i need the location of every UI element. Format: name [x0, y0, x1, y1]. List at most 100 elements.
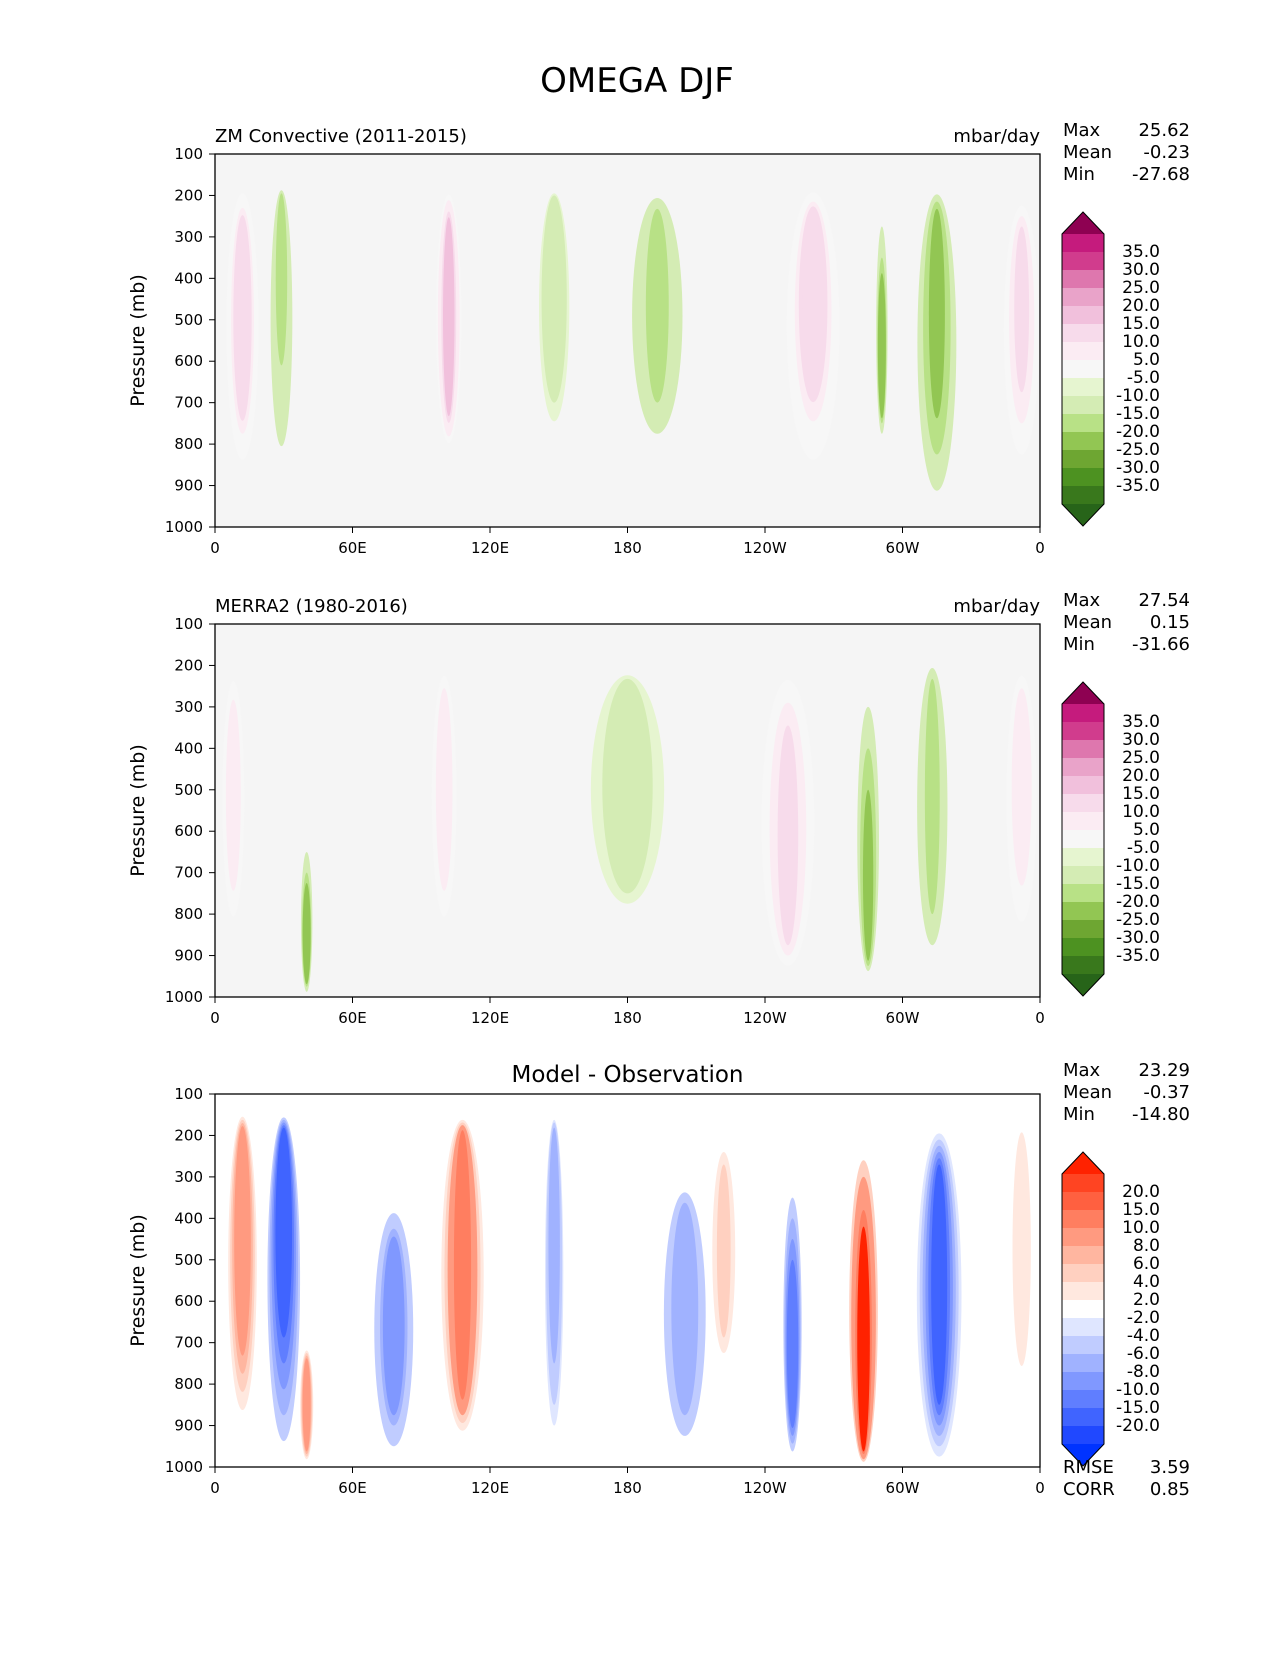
colorbar-extend-bottom	[1062, 1444, 1104, 1466]
x-tick-label: 60W	[886, 539, 920, 557]
contour-feature-0	[235, 222, 250, 408]
colorbar-label: 10.0	[1122, 332, 1160, 352]
stat-label-max: Max	[1063, 590, 1101, 611]
colorbar-label: 8.0	[1133, 1236, 1160, 1256]
colorbar-swatch	[1062, 1174, 1104, 1193]
colorbar-swatch	[1062, 1408, 1104, 1427]
colorbar-swatch	[1062, 1318, 1104, 1337]
y-tick-label: 700	[174, 394, 203, 412]
colorbar-swatch	[1062, 270, 1104, 289]
y-tick-label: 1000	[165, 518, 203, 536]
contour-feature-5	[802, 210, 824, 383]
colorbar-swatch	[1062, 1264, 1104, 1283]
colorbar-label: -35.0	[1116, 476, 1160, 496]
colorbar-label: 10.0	[1122, 1218, 1160, 1238]
panel-units: mbar/day	[953, 596, 1040, 617]
contour-feature-7	[1014, 694, 1030, 868]
colorbar-swatch	[1062, 884, 1104, 903]
stat-value-min: -27.68	[1132, 164, 1190, 185]
colorbar-swatch	[1062, 342, 1104, 361]
stat-label-max: Max	[1063, 1060, 1101, 1081]
contour-field	[222, 668, 1037, 992]
x-tick-label: 60E	[338, 539, 367, 557]
colorbar-label: 30.0	[1122, 730, 1160, 750]
colorbar-swatch	[1062, 1246, 1104, 1265]
x-tick-label: 120E	[471, 1009, 509, 1027]
x-tick-label: 0	[1035, 1009, 1045, 1027]
y-tick-label: 100	[174, 145, 203, 163]
colorbar-swatch	[1062, 830, 1104, 849]
colorbar-swatch	[1062, 1336, 1104, 1355]
y-tick-label: 900	[174, 477, 203, 495]
contour-feature-1	[275, 193, 288, 366]
stat-value-rmse: 3.59	[1150, 1457, 1190, 1478]
colorbar-swatch	[1062, 1372, 1104, 1391]
colorbar-swatch	[1062, 1282, 1104, 1301]
y-tick-label: 500	[174, 781, 203, 799]
y-tick-label: 300	[174, 1168, 203, 1186]
contour-feature-7	[716, 1164, 731, 1338]
colorbar-swatch	[1062, 306, 1104, 325]
colorbar-label: -5.0	[1127, 838, 1160, 858]
colorbar-label: 25.0	[1122, 278, 1160, 298]
colorbar-swatch	[1062, 848, 1104, 867]
y-tick-label: 200	[174, 1126, 203, 1144]
colorbar-swatch	[1062, 468, 1104, 487]
stat-value-mean: 0.15	[1150, 612, 1190, 633]
stat-value-min: -14.80	[1132, 1104, 1190, 1125]
contour-feature-11	[1014, 1133, 1029, 1359]
y-tick-label: 600	[174, 352, 203, 370]
colorbar-label: 25.0	[1122, 748, 1160, 768]
colorbar-swatch	[1062, 776, 1104, 795]
x-tick-label: 60E	[338, 1009, 367, 1027]
colorbar-outline	[1061, 681, 1105, 997]
colorbar-label: -15.0	[1116, 404, 1160, 424]
colorbar-swatch	[1062, 902, 1104, 921]
colorbar-swatch	[1062, 414, 1104, 433]
y-tick-label: 1000	[165, 988, 203, 1006]
x-tick-label: 60E	[338, 1479, 367, 1497]
y-tick-label: 500	[174, 1251, 203, 1269]
y-tick-label: 900	[174, 1417, 203, 1435]
colorbar-label: 20.0	[1122, 296, 1160, 316]
colorbar-extend-bottom	[1062, 974, 1104, 996]
y-axis-label: Pressure (mb)	[127, 274, 149, 407]
contour-feature-0	[236, 1129, 249, 1338]
plot-background	[215, 1094, 1040, 1467]
colorbar-label: 15.0	[1122, 1200, 1160, 1220]
colorbar: 20.015.010.08.06.04.02.0-2.0-4.0-6.0-8.0…	[1061, 1151, 1160, 1467]
panel-diff: 100 200 300 400 500 600 700 800 900 1000 0 60E 120E 1…	[127, 1060, 1190, 1500]
contour-feature-3	[546, 199, 562, 366]
stat-label-min: Min	[1063, 164, 1095, 185]
colorbar-label: -30.0	[1116, 928, 1160, 948]
colorbar-label: 35.0	[1122, 712, 1160, 732]
colorbar-swatch	[1062, 1228, 1104, 1247]
y-tick-label: 400	[174, 1209, 203, 1227]
contour-feature-6	[924, 678, 940, 915]
colorbar-swatch	[1062, 920, 1104, 939]
colorbar-swatch	[1062, 1300, 1104, 1319]
colorbar-swatch	[1062, 812, 1104, 831]
colorbar-swatch	[1062, 288, 1104, 307]
colorbar-swatch	[1062, 360, 1104, 379]
colorbar-label: 4.0	[1133, 1272, 1160, 1292]
stat-value-max: 25.62	[1138, 120, 1190, 141]
colorbar-extend-top	[1062, 1152, 1104, 1174]
y-tick-label: 900	[174, 947, 203, 965]
stat-label-corr: CORR	[1063, 1479, 1115, 1500]
x-tick-label: 180	[613, 539, 642, 557]
colorbar-swatch	[1062, 396, 1104, 415]
x-tick-label: 0	[210, 1479, 220, 1497]
panel-units: mbar/day	[953, 126, 1040, 147]
y-tick-label: 700	[174, 1334, 203, 1352]
contour-field	[226, 1113, 1036, 1465]
x-tick-label: 0	[210, 1009, 220, 1027]
contour-feature-7	[928, 208, 945, 419]
contour-feature-8	[787, 1280, 798, 1421]
contour-feature-4	[453, 1130, 472, 1400]
colorbar-label: 5.0	[1133, 350, 1160, 370]
figure-title: OMEGA DJF	[540, 61, 734, 101]
colorbar-swatch	[1062, 1426, 1104, 1445]
colorbar-extend-bottom	[1062, 504, 1104, 526]
